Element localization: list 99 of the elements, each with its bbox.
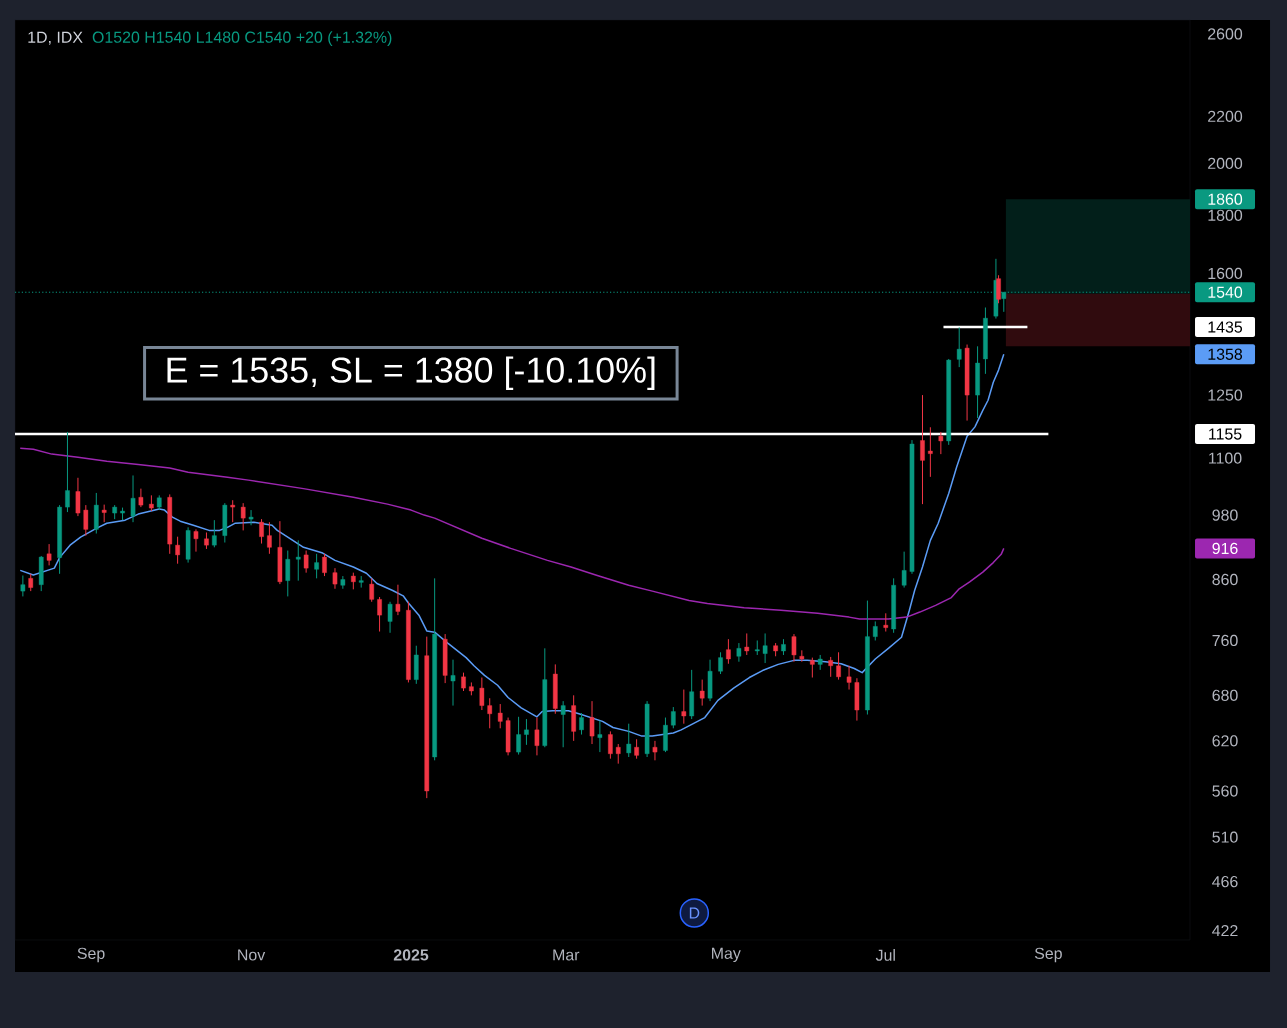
x-tick-label: Jul xyxy=(875,949,895,961)
candlestick xyxy=(369,577,374,603)
candlestick xyxy=(996,274,1001,304)
candlestick xyxy=(285,550,291,597)
candlestick xyxy=(230,499,235,523)
candlestick xyxy=(240,502,246,531)
candlestick xyxy=(303,550,309,574)
candlestick xyxy=(20,575,26,597)
candlestick xyxy=(846,665,852,691)
candlestick xyxy=(589,700,595,745)
candlestick xyxy=(193,528,199,553)
y-tick-label: 1800 xyxy=(1208,209,1243,221)
y-tick-label: 466 xyxy=(1212,875,1238,888)
y-tick-label: 1435 xyxy=(1208,321,1243,333)
y-tick-label: 560 xyxy=(1212,785,1238,797)
candlestick xyxy=(75,477,81,517)
ref-line-label: 1540 xyxy=(1208,286,1243,298)
candlestick xyxy=(597,720,603,753)
candlestick xyxy=(340,575,346,590)
candlestick xyxy=(883,612,889,633)
candlestick xyxy=(395,584,401,616)
x-tick-label: May xyxy=(712,947,741,963)
x-tick-label: Mar xyxy=(553,949,580,961)
candlestick xyxy=(46,543,52,566)
candlestick xyxy=(322,553,327,577)
candlestick xyxy=(524,718,529,746)
y-tick-label: 620 xyxy=(1212,735,1238,747)
line-series xyxy=(19,353,1005,737)
candlestick xyxy=(377,596,382,633)
candlestick xyxy=(791,633,797,663)
candlestick xyxy=(634,738,639,760)
candlestick xyxy=(836,651,841,681)
candlestick xyxy=(928,426,933,478)
candlestick xyxy=(461,672,466,692)
candlestick xyxy=(762,632,768,664)
candlestick xyxy=(450,659,456,707)
line-series xyxy=(19,447,1005,620)
candlestick xyxy=(726,638,731,665)
band-label: 1860 xyxy=(1208,193,1243,205)
y-tick-label: 760 xyxy=(1212,634,1238,647)
text: 1D, IDX xyxy=(28,31,83,45)
candlestick xyxy=(615,743,621,765)
y-tick-label: 680 xyxy=(1212,689,1238,701)
candlestick xyxy=(681,689,687,725)
y-tick-label: 860 xyxy=(1212,573,1238,586)
annotation: E = 1535, SL = 1380 [-10.10%] xyxy=(167,356,655,390)
candlestick xyxy=(744,632,750,656)
candlestick xyxy=(487,697,493,729)
y-tick-label: 1155 xyxy=(1209,428,1242,440)
candlestick xyxy=(872,620,878,641)
candlestick xyxy=(560,700,566,748)
candlestick xyxy=(65,431,70,513)
candlestick xyxy=(652,740,658,761)
candlestick xyxy=(332,567,338,590)
candlestick xyxy=(497,703,503,729)
y-tick-label: 980 xyxy=(1212,509,1238,521)
candlestick xyxy=(920,394,925,505)
annotation: D xyxy=(689,907,700,919)
text: O1520 H1540 L1480 C1540 +20 (+1.32%) xyxy=(92,31,392,46)
candlestick xyxy=(901,551,907,589)
y-tick-label: 510 xyxy=(1212,831,1238,843)
candlestick xyxy=(479,677,485,711)
y-tick-label: 1600 xyxy=(1208,267,1243,280)
candlestick xyxy=(828,656,833,678)
candlestick xyxy=(718,651,723,675)
y-tick-label: 422 xyxy=(1212,924,1238,937)
candlestick xyxy=(259,518,264,545)
candlestick xyxy=(736,642,742,663)
y-tick-label: 2000 xyxy=(1208,157,1243,170)
candlestick xyxy=(267,521,272,555)
candlestick xyxy=(387,601,393,634)
candlestick xyxy=(295,539,301,582)
candlestick xyxy=(516,716,521,756)
y-tick-label: 2600 xyxy=(1208,28,1243,40)
y-tick-label: 1100 xyxy=(1209,452,1242,464)
candlestick xyxy=(138,488,144,508)
x-tick-label: Sep xyxy=(77,947,105,963)
candlestick xyxy=(248,509,254,526)
candlestick xyxy=(83,504,89,537)
y-tick-label: 2200 xyxy=(1208,110,1243,122)
y-tick-label: 916 xyxy=(1212,542,1238,555)
candlestick xyxy=(212,519,217,548)
candlestick xyxy=(699,679,705,707)
candlestick xyxy=(579,712,584,736)
candlestick xyxy=(810,657,815,679)
candlestick xyxy=(938,431,944,455)
candlestick xyxy=(608,730,613,760)
candlestick xyxy=(534,717,540,756)
y-tick-label: 1250 xyxy=(1208,389,1243,401)
candlestick xyxy=(130,474,136,523)
candlestick xyxy=(626,723,632,758)
candlestick xyxy=(671,706,676,729)
x-tick-label: Sep xyxy=(1034,947,1062,963)
x-tick-label: Nov xyxy=(238,949,266,961)
candlestick xyxy=(956,326,962,368)
candlestick xyxy=(175,536,180,565)
x-tick-label: 2025 xyxy=(393,949,429,961)
candlestick xyxy=(314,553,319,579)
y-tick-label: 1358 xyxy=(1208,348,1243,360)
